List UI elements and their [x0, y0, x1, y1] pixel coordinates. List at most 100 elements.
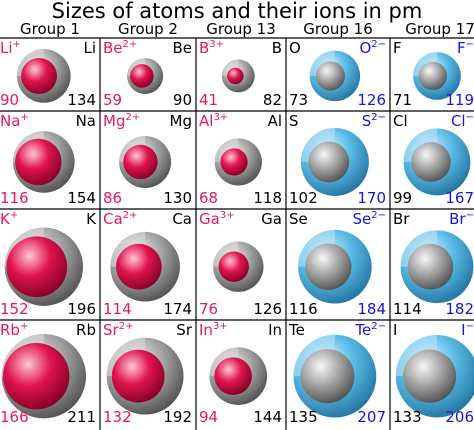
ion-symbol-se: Se2−: [352, 210, 387, 228]
ion-radius-li: 90: [0, 91, 20, 109]
atom-symbol-be: Be: [172, 39, 192, 57]
cation-sphere-mg: [123, 144, 158, 180]
atom-symbol-ga: Ga: [261, 210, 282, 228]
atom-radius-in: 144: [253, 408, 282, 426]
atom-sphere-f: [418, 61, 447, 91]
cell-i: [395, 334, 474, 418]
atom-symbol-na: Na: [75, 112, 96, 130]
cell-cl: [403, 128, 471, 196]
atom-radius-li: 134: [67, 91, 96, 109]
cell-b: [221, 59, 255, 93]
ion-radius-na: 116: [0, 189, 29, 207]
ion-symbol-cl: Cl−: [450, 112, 474, 130]
cation-sphere-b: [227, 67, 244, 85]
ion-radius-i: 206: [445, 408, 474, 426]
cell-k: [4, 227, 84, 306]
ion-symbol-f: F−: [456, 39, 474, 57]
cell-s: [300, 127, 369, 196]
ion-radius-te: 207: [357, 408, 386, 426]
cell-te: [293, 334, 377, 418]
ion-radius-mg: 86: [103, 189, 123, 207]
atom-radius-al: 118: [253, 189, 282, 207]
atom-sphere-se: [305, 243, 352, 290]
ion-symbol-na: Na+: [0, 112, 29, 130]
cation-sphere-ga: [218, 251, 249, 282]
ion-radius-br: 182: [445, 300, 474, 318]
atom-radius-na: 154: [67, 189, 96, 207]
cation-sphere-be: [130, 64, 154, 88]
group-header-2: Group 2: [118, 20, 178, 38]
ion-symbol-in: In3+: [199, 321, 228, 339]
atom-radius-mg: 130: [163, 189, 192, 207]
cell-ca: [110, 231, 180, 302]
atom-sphere-br: [407, 243, 454, 290]
cell-be: [127, 57, 164, 94]
cell-in: [209, 347, 268, 405]
atom-sphere-o: [315, 61, 345, 91]
cell-sr: [106, 337, 184, 415]
atom-symbol-rb: Rb: [76, 321, 96, 339]
ion-symbol-br: Br−: [449, 210, 474, 228]
ion-radius-rb: 166: [0, 408, 29, 426]
ion-symbol-o: O2−: [359, 39, 386, 57]
atom-symbol-br: Br: [393, 210, 410, 228]
ion-symbol-i: I−: [461, 321, 474, 339]
atom-radius-br: 114: [393, 300, 422, 318]
ion-symbol-al: Al3+: [199, 112, 229, 130]
cell-br: [400, 230, 474, 304]
atom-radius-ga: 126: [253, 300, 282, 318]
ion-symbol-s: S2−: [361, 112, 386, 130]
atom-symbol-s: S: [289, 112, 299, 130]
atom-sphere-i: [402, 349, 457, 403]
atom-radius-se: 116: [289, 300, 318, 318]
atom-symbol-al: Al: [267, 112, 282, 130]
group-header-16: Group 16: [303, 20, 373, 38]
ion-symbol-ca: Ca2+: [103, 210, 138, 228]
atom-symbol-te: Te: [289, 321, 305, 339]
ion-radius-se: 184: [357, 300, 386, 318]
atom-sphere-s: [308, 141, 350, 183]
atom-symbol-se: Se: [289, 210, 308, 228]
ion-radius-sr: 132: [103, 408, 132, 426]
atom-symbol-mg: Mg: [169, 112, 192, 130]
ion-radius-k: 152: [0, 300, 29, 318]
group-header-17: Group 17: [405, 20, 474, 38]
cell-f: [413, 52, 461, 100]
atom-symbol-b: B: [271, 39, 282, 57]
cell-se: [298, 229, 372, 304]
cell-mg: [119, 135, 172, 188]
atom-symbol-li: Li: [83, 39, 96, 57]
ion-radius-o: 126: [357, 91, 386, 109]
atom-radius-s: 102: [289, 189, 318, 207]
ion-radius-f: 119: [445, 91, 474, 109]
cation-sphere-rb: [3, 342, 70, 410]
ion-symbol-rb: Rb+: [0, 321, 29, 339]
atom-radius-i: 133: [393, 408, 422, 426]
atom-symbol-sr: Sr: [176, 321, 192, 339]
ion-radius-ga: 76: [199, 300, 219, 318]
ion-radius-al: 68: [199, 189, 219, 207]
atom-radius-o: 73: [289, 91, 309, 109]
cation-sphere-ca: [116, 243, 162, 290]
atom-sphere-cl: [411, 142, 451, 182]
atom-symbol-f: F: [393, 39, 402, 57]
cell-rb: [1, 333, 87, 419]
atom-radius-te: 135: [289, 408, 318, 426]
ion-radius-cl: 167: [445, 189, 474, 207]
atom-symbol-in: In: [268, 321, 282, 339]
atom-radius-f: 71: [393, 91, 413, 109]
ion-symbol-te: Te2−: [355, 321, 386, 339]
cell-na: [13, 131, 75, 193]
cation-sphere-k: [6, 236, 68, 298]
atom-radius-b: 82: [262, 91, 282, 109]
figure-title: Sizes of atoms and their ions in pm: [51, 0, 423, 23]
ion-radius-ca: 114: [103, 300, 132, 318]
group-header-1: Group 1: [20, 20, 80, 38]
cell-o: [309, 50, 361, 102]
cation-sphere-in: [214, 357, 252, 395]
atom-symbol-cl: Cl: [393, 112, 408, 130]
ion-symbol-be: Be2+: [103, 39, 138, 57]
ion-radius-b: 41: [199, 91, 219, 109]
ion-radius-in: 94: [199, 408, 219, 426]
